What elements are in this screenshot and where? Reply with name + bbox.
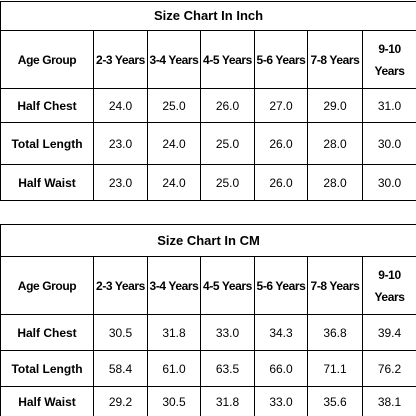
value-cell: 23.0 [93, 122, 148, 165]
header-cell: Age Group [0, 256, 94, 315]
row-label: Total Length [0, 350, 94, 387]
header-cell: 7-8 Years [307, 256, 363, 315]
header-cell: 7-8 Years [307, 30, 363, 89]
value-cell: 29.0 [307, 88, 363, 123]
size-table: Size Chart In Inch Age Group 2-3 Years 3-4 … [0, 1, 416, 201]
header-cell: 5-6 Years [254, 30, 308, 89]
row-label: Half Chest [0, 88, 94, 123]
value-cell: 28.0 [307, 164, 363, 201]
value-cell: 76.2 [361, 350, 416, 387]
value-cell: 58.4 [93, 350, 148, 387]
value-cell: 27.0 [254, 88, 308, 123]
value-cell: 66.0 [254, 350, 308, 387]
value-cell: 36.8 [307, 314, 363, 351]
header-cell: 3-4 Years [147, 30, 201, 89]
value-cell: 71.1 [307, 350, 363, 387]
data-row: Total Length 23.0 24.0 25.0 26.0 28.0 30.0 [0, 122, 416, 165]
value-cell: 30.5 [93, 314, 148, 351]
row-label: Half Chest [0, 314, 94, 351]
header-cell: 5-6 Years [254, 256, 308, 315]
header-cell: 2-3 Years [93, 30, 148, 89]
value-cell: 38.1 [361, 386, 416, 416]
value-cell: 24.0 [147, 164, 201, 201]
header-cell: 2-3 Years [93, 256, 148, 315]
header-cell: 3-4 Years [147, 256, 201, 315]
value-cell: 25.0 [200, 164, 255, 201]
header-row: Age Group 2-3 Years 3-4 Years 4-5 Years 5-6 … [0, 256, 416, 315]
value-cell: 31.0 [361, 88, 416, 123]
header-cell: 4-5 Years [200, 256, 255, 315]
value-cell: 30.5 [147, 386, 201, 416]
value-cell: 25.0 [200, 122, 255, 165]
row-label: Half Waist [0, 386, 94, 416]
value-cell: 31.8 [147, 314, 201, 351]
value-cell: 26.0 [254, 122, 308, 165]
row-label: Total Length [0, 122, 94, 165]
value-cell: 25.0 [147, 88, 201, 123]
value-cell: 33.0 [200, 314, 255, 351]
data-row: Half Chest 30.5 31.8 33.0 34.3 36.8 39.4 [0, 314, 416, 351]
value-cell: 26.0 [254, 164, 308, 201]
data-row: Half Chest 24.0 25.0 26.0 27.0 29.0 31.0 [0, 88, 416, 123]
row-label: Half Waist [0, 164, 94, 201]
table-title: Size Chart In CM [0, 224, 416, 257]
header-cell: 9-10 Years [361, 256, 416, 315]
value-cell: 33.0 [254, 386, 308, 416]
value-cell: 30.0 [361, 164, 416, 201]
header-cell: Age Group [0, 30, 94, 89]
title-row: Size Chart In CM [0, 224, 416, 257]
value-cell: 26.0 [200, 88, 255, 123]
table-title: Size Chart In Inch [0, 1, 416, 31]
value-cell: 34.3 [254, 314, 308, 351]
value-cell: 23.0 [93, 164, 148, 201]
data-row: Half Waist 23.0 24.0 25.0 26.0 28.0 30.0 [0, 164, 416, 201]
value-cell: 39.4 [361, 314, 416, 351]
header-cell: 9-10 Years [361, 30, 416, 89]
data-row: Total Length 58.4 61.0 63.5 66.0 71.1 76.2 [0, 350, 416, 387]
size-table: Size Chart In CM Age Group 2-3 Years 3-4 Ye… [0, 224, 416, 416]
title-row: Size Chart In Inch [0, 1, 416, 31]
value-cell: 29.2 [93, 386, 148, 416]
value-cell: 63.5 [200, 350, 255, 387]
value-cell: 24.0 [93, 88, 148, 123]
value-cell: 35.6 [307, 386, 363, 416]
value-cell: 28.0 [307, 122, 363, 165]
data-row: Half Waist 29.2 30.5 31.8 33.0 35.6 38.1 [0, 386, 416, 416]
value-cell: 31.8 [200, 386, 255, 416]
value-cell: 30.0 [361, 122, 416, 165]
value-cell: 61.0 [147, 350, 201, 387]
header-cell: 4-5 Years [200, 30, 255, 89]
value-cell: 24.0 [147, 122, 201, 165]
header-row: Age Group 2-3 Years 3-4 Years 4-5 Years 5-6 … [0, 30, 416, 89]
